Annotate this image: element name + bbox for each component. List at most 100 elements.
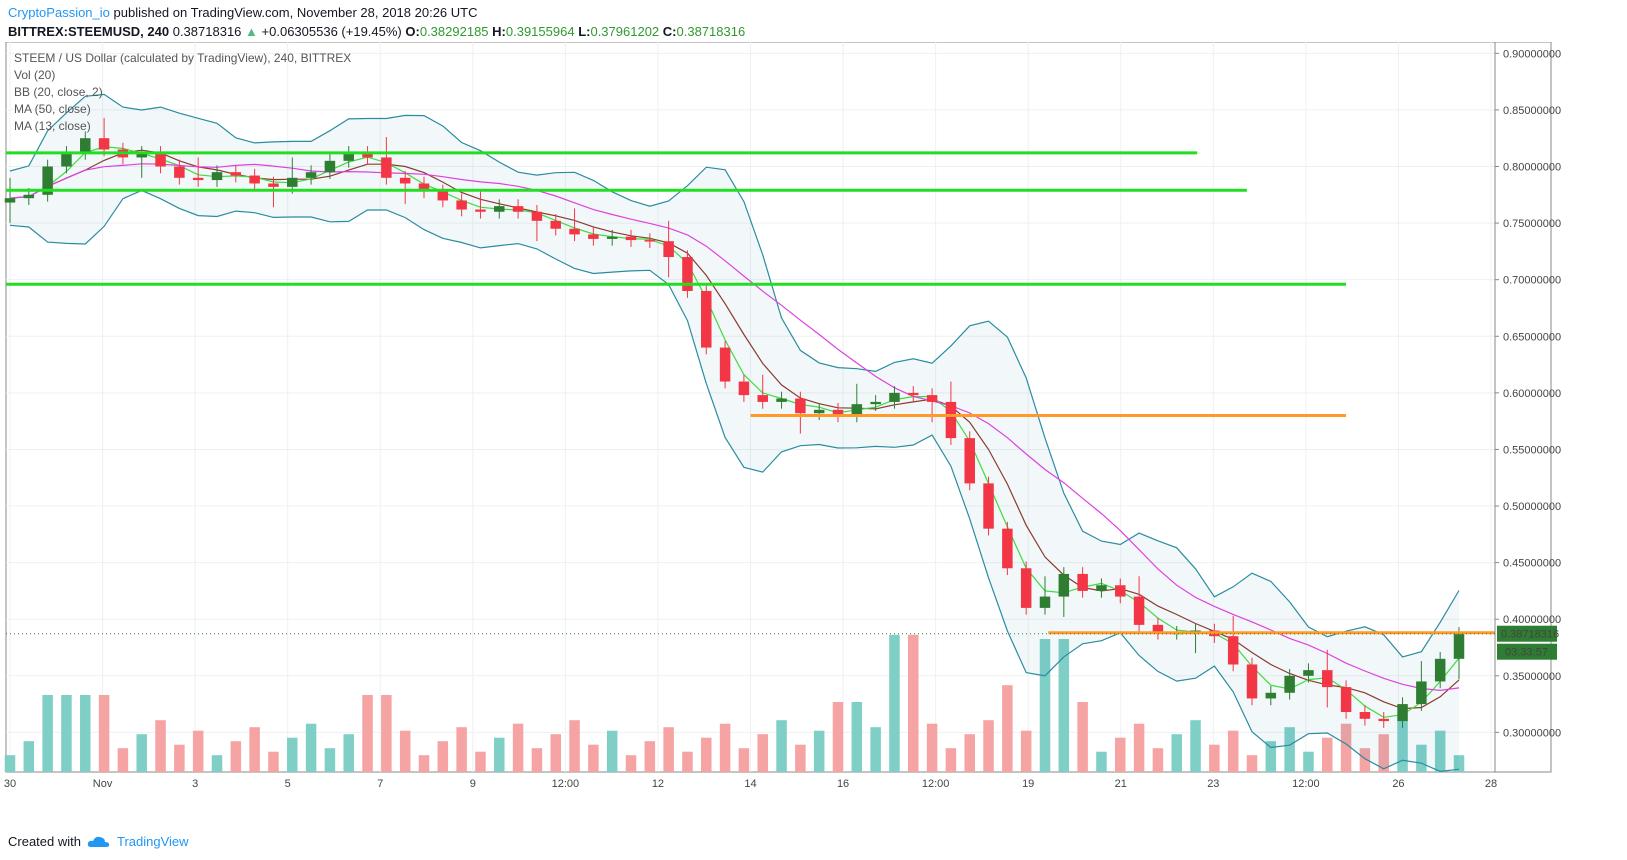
candle-body — [1096, 585, 1107, 591]
candle-body — [832, 409, 844, 416]
volume-bar — [1227, 730, 1239, 772]
time-tick-label: 14 — [744, 778, 756, 790]
candle-body — [1265, 692, 1277, 699]
symbol-label: BITTREX:STEEMUSD, 240 — [8, 24, 170, 39]
volume-bar — [249, 727, 260, 772]
volume-bar — [343, 734, 354, 772]
candle-body — [776, 398, 787, 402]
candle-body — [305, 172, 317, 178]
volume-bar — [663, 727, 674, 772]
volume-bar — [456, 727, 467, 772]
footer: Created with TradingView — [8, 834, 189, 849]
countdown-tag — [1497, 643, 1557, 660]
candle-body — [475, 209, 486, 212]
volume-bars — [4, 634, 1465, 772]
volume-bar — [682, 751, 693, 772]
current-price-text: 0.38718316 — [1501, 629, 1559, 641]
candle-body — [550, 220, 561, 229]
open-value: 0.38292185 — [419, 24, 489, 39]
candle-body — [418, 183, 430, 192]
legend-vol[interactable]: Vol (20) — [14, 68, 55, 82]
candle-body — [1077, 573, 1088, 591]
candle-body — [588, 234, 599, 239]
volume-bar — [1416, 744, 1427, 772]
candle-body — [682, 257, 693, 291]
price-tick-label: 0.50000000 — [1503, 501, 1561, 513]
volume-bar — [1359, 748, 1371, 772]
volume-bar — [23, 741, 35, 772]
time-tick-label: 12:00 — [922, 778, 950, 790]
candle-body — [136, 152, 147, 158]
candle-body — [1340, 687, 1352, 713]
price-tick-label: 0.70000000 — [1503, 275, 1561, 287]
candle-body — [1152, 624, 1164, 633]
volume-bar — [1171, 734, 1182, 772]
volume-bar — [531, 748, 543, 772]
volume-bar — [719, 723, 731, 772]
time-tick-label: 30 — [4, 778, 16, 790]
volume-bar — [324, 748, 336, 772]
candle-body — [155, 152, 166, 167]
plot-frame — [5, 42, 1552, 773]
candle-body — [851, 404, 863, 416]
publish-line: CryptoPassion_io published on TradingVie… — [8, 3, 745, 22]
time-tick-label: 16 — [837, 778, 849, 790]
candle-body — [908, 392, 919, 396]
volume-bar — [1077, 702, 1088, 772]
candle-body — [287, 177, 298, 187]
volume-bar — [80, 695, 91, 772]
candle-body — [1378, 718, 1389, 722]
candle-body — [1453, 633, 1465, 659]
price-tick-label: 0.30000000 — [1503, 727, 1561, 739]
legend-bb[interactable]: BB (20, close, 2) — [14, 85, 103, 99]
close-label: C: — [662, 24, 677, 39]
price-chart[interactable]: 0.90000000 0.85000000 0.80000000 0.75000000… — [0, 42, 1627, 830]
candle-body — [625, 236, 637, 241]
time-axis[interactable]: 30 Nov 3 5 7 9 12:00 12 14 16 12:00 19 21 23 12:00 26 28 — [4, 778, 1497, 790]
price-tick-label: 0.55000000 — [1503, 444, 1561, 456]
volume-bar — [117, 748, 129, 772]
legend-ma50[interactable]: MA (50, close) — [14, 102, 91, 116]
candle-body — [889, 392, 900, 402]
volume-bar — [625, 755, 637, 772]
author-link[interactable]: CryptoPassion_io — [8, 5, 110, 20]
volume-bar — [606, 730, 618, 772]
time-tick-label: 21 — [1115, 778, 1127, 790]
candle-body — [1246, 664, 1258, 699]
candle-body — [192, 177, 204, 181]
price-tick-label: 0.35000000 — [1503, 671, 1561, 683]
ma50-line — [9, 163, 1460, 692]
price-tick-label: 0.60000000 — [1503, 388, 1561, 400]
candle-body — [1227, 636, 1239, 665]
volume-bar — [268, 751, 279, 772]
volume-bar — [211, 755, 223, 772]
candle-body — [98, 138, 110, 150]
candle-body — [1039, 596, 1051, 608]
low-value: 0.37961202 — [590, 24, 660, 39]
candle-body — [757, 395, 768, 402]
legend-ma13[interactable]: MA (13, close) — [14, 119, 91, 133]
candle-body — [1397, 704, 1408, 722]
volume-bar — [1190, 720, 1201, 772]
candle-body — [4, 198, 16, 203]
time-tick-label: 9 — [470, 778, 476, 790]
volume-bar — [192, 730, 204, 772]
candle-body — [399, 177, 411, 184]
candle-body — [80, 138, 91, 153]
time-tick-label: 19 — [1022, 778, 1034, 790]
volume-bar — [926, 723, 938, 772]
tradingview-link[interactable]: TradingView — [116, 834, 189, 849]
volume-bar — [4, 755, 16, 772]
candle-body — [795, 398, 806, 414]
candle-body — [1058, 573, 1070, 597]
candle-body — [701, 290, 712, 348]
candle-body — [268, 183, 279, 187]
level-lines[interactable] — [6, 151, 1495, 635]
price-axis[interactable]: 0.90000000 0.85000000 0.80000000 0.75000000… — [6, 42, 1561, 772]
price-tick-label: 0.40000000 — [1503, 614, 1561, 626]
volume-bar — [1453, 755, 1465, 772]
candle-body — [1303, 670, 1314, 676]
candle-body — [324, 160, 336, 173]
candle-body — [174, 166, 185, 178]
volume-bar — [832, 702, 844, 772]
